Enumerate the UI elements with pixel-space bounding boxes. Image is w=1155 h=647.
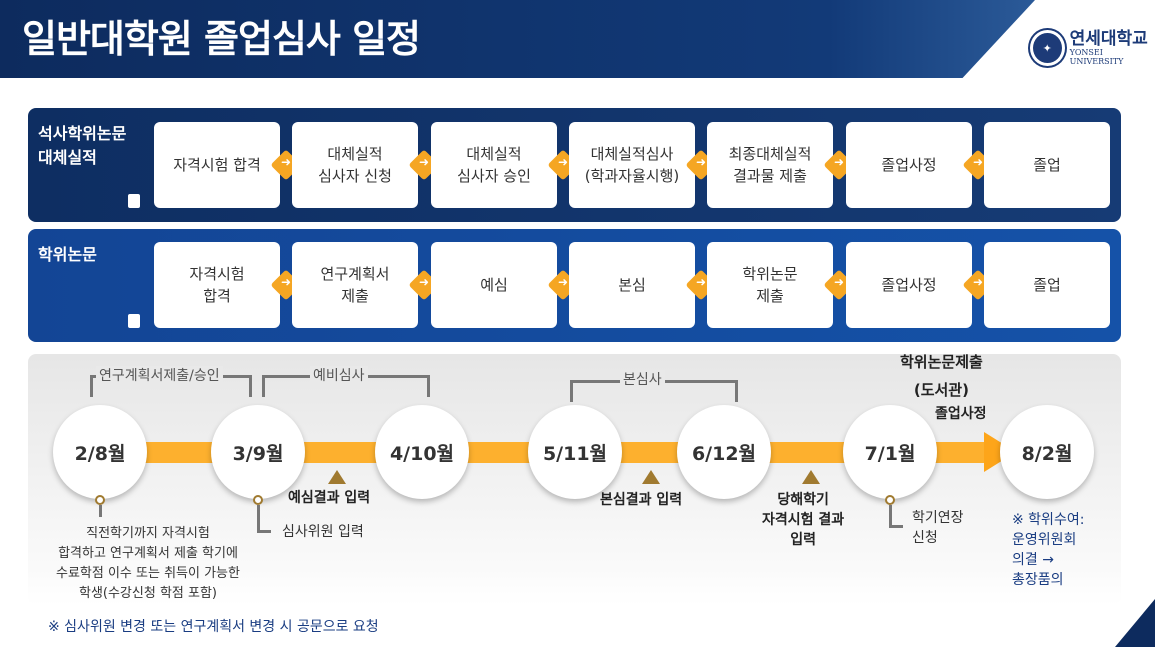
track-label: 학위논문 [38,245,97,264]
step-box: 예심 [431,242,557,328]
event-main-result: 본심결과 입력 [600,492,683,508]
span-main-label: 본심사 [620,370,665,390]
milestone-circle: 6/12월 [677,405,771,499]
pin-icon [253,495,263,505]
step-box: 졸업 [984,242,1110,328]
pin-icon [885,495,895,505]
event-exam-result: 당해학기 자격시험 결과 입력 [762,492,845,548]
step-box: 졸업 [984,122,1110,208]
footnote: ※ 심사위원 변경 또는 연구계획서 변경 시 공문으로 요청 [48,619,379,635]
triangle-marker-icon [802,470,820,484]
event-degree: ※ 학위수여: 운영위원회 의결 → 총장품의 [1012,512,1085,588]
step-box: 자격시험 합격 [154,242,280,328]
span-plan-label: 연구계획서제출/승인 [96,366,223,386]
event-reviewer: 심사위원 입력 [282,524,364,540]
pin-icon [95,495,105,505]
step-box: 대체실적 심사자 신청 [292,122,418,208]
step-box: 대체실적심사 (학과자율시행) [569,122,695,208]
track-label: 석사학위논문 대체실적 [38,124,127,167]
span-pre-label: 예비심사 [310,366,368,386]
step-box: 대체실적 심사자 승인 [431,122,557,208]
milestone-circle: 4/10월 [375,405,469,499]
event-eligibility: 직전학기까지 자격시험 합격하고 연구계획서 제출 학기에 수료학점 이수 또는… [56,526,240,601]
corner-decoration [1115,599,1155,647]
milestone-circle: 2/8월 [53,405,147,499]
step-box: 자격시험 합격 [154,122,280,208]
milestone-circle: 7/1월 [843,405,937,499]
logo-korean: 연세대학교 [1069,29,1148,49]
event-grad: 졸업사정 [935,406,987,422]
event-pre-result: 예심결과 입력 [288,490,371,506]
seal-icon: ✦ [1030,30,1065,66]
university-logo: ✦ 연세대학교 YONSEI UNIVERSITY [1030,30,1155,66]
milestone-circle: 3/9월 [211,405,305,499]
event-submit: 학위논문제출 (도서관) [900,353,983,399]
step-box: 본심 [569,242,695,328]
step-box: 학위논문 제출 [707,242,833,328]
step-box: 졸업사정 [846,242,972,328]
milestone-circle: 8/2월 [1000,405,1094,499]
triangle-marker-icon [642,470,660,484]
triangle-marker-icon [328,470,346,484]
logo-english: YONSEI UNIVERSITY [1069,48,1124,66]
document-icon [128,194,140,208]
header-band [0,0,1035,78]
page-title: 일반대학원 졸업심사 일정 [22,17,421,61]
step-box: 연구계획서 제출 [292,242,418,328]
milestone-circle: 5/11월 [528,405,622,499]
event-extension: 학기연장 신청 [912,510,964,546]
step-box: 최종대체실적 결과물 제출 [707,122,833,208]
book-icon [128,314,140,328]
step-box: 졸업사정 [846,122,972,208]
